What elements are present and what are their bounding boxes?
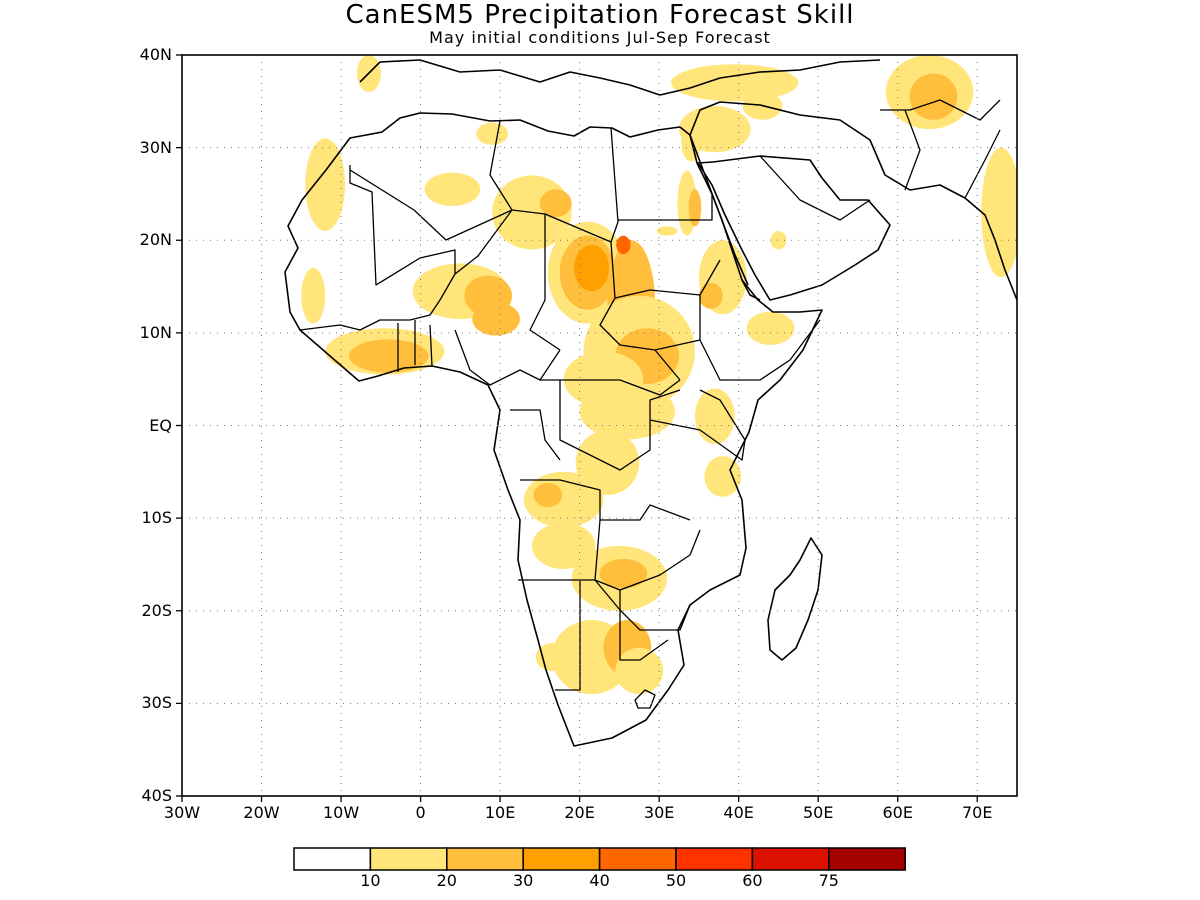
madagascar-coastline [767,537,823,661]
colorbar-label: 10 [360,871,381,890]
skill-patch [694,388,735,445]
skill-patch [704,456,742,497]
country-borders [299,99,1001,709]
colorbar-label: 20 [436,871,457,890]
border [964,129,1001,199]
x-tick-label: 0 [415,803,426,822]
colorbar-label: 75 [818,871,839,890]
border [349,120,513,241]
skill-patch [615,647,664,695]
skill-patch [656,226,678,236]
africa-coastline [284,112,823,747]
border [649,389,746,461]
ethiopia-east-africa-coast [741,279,761,301]
y-tick-label: 20S [141,600,172,620]
border [880,99,1001,121]
y-tick-label: 20N [139,230,172,250]
x-tick-label: 60E [882,803,913,822]
lesotho-border [634,689,656,709]
skill-patch [476,122,509,145]
border [594,579,691,631]
y-tick-label: 30N [139,137,172,157]
x-tick-label: 40E [723,803,754,822]
border [540,379,681,396]
skill-patch [770,230,787,250]
page-title: CanESM5 Precipitation Forecast Skill [345,0,855,30]
border [397,320,433,372]
border [599,127,681,381]
skill-patch [599,558,648,589]
x-tick-label: 10E [484,803,516,822]
page-subtitle: May initial conditions Jul-Sep Forecast [429,28,771,47]
skill-patch [981,147,1017,278]
colorbar-label: 60 [742,871,763,890]
border [654,339,701,351]
border [759,155,871,221]
border [454,329,561,386]
border [614,259,721,299]
skill-patch [579,383,676,440]
skill-patch [305,138,346,231]
y-tick-label: 40N [139,45,172,64]
x-tick-label: 30W [163,803,201,822]
x-tick-label: 20E [564,803,595,822]
axis-ticks [176,54,978,802]
skill-patch [688,189,702,227]
border [559,380,681,471]
skill-patch [746,311,795,345]
border [619,590,669,661]
skill-patch [472,302,520,336]
y-tick-label: 10N [139,322,172,342]
border [510,409,561,461]
x-tick-label: 10W [322,803,360,822]
skill-patch [539,189,572,218]
skill-patch [698,282,723,309]
x-tick-label: 50E [802,803,834,822]
skill-shading [301,55,1017,695]
skill-patch [574,244,610,292]
x-tick-label: 20W [243,803,280,822]
skill-patch [616,235,631,255]
colorbar-label: 40 [589,871,610,890]
border [904,109,921,191]
border [618,194,713,221]
y-tick-label: 30S [141,693,172,713]
skill-patch [301,268,326,324]
skill-patch [349,339,429,373]
y-tick-label: EQ [149,415,172,435]
skill-patch [909,73,958,120]
skill-patch [575,430,640,495]
x-tick-label: 70E [962,803,993,822]
colorbar-label: 50 [665,871,687,890]
border [555,580,581,691]
red-sea-coast [689,134,749,286]
border [299,273,456,331]
y-tick-label: 40S [141,786,172,805]
border [529,214,561,351]
skill-patch [533,482,563,508]
border [594,519,701,591]
skill-patch [531,522,596,570]
skill-patch [671,64,799,102]
colorbar-label: 30 [513,871,534,890]
skill-patch [424,172,481,206]
europe-coastline [359,59,881,96]
border [349,165,612,286]
asia-coastline [689,101,1017,301]
x-tick-label: 30E [643,803,675,822]
y-tick-label: 10S [141,508,172,528]
